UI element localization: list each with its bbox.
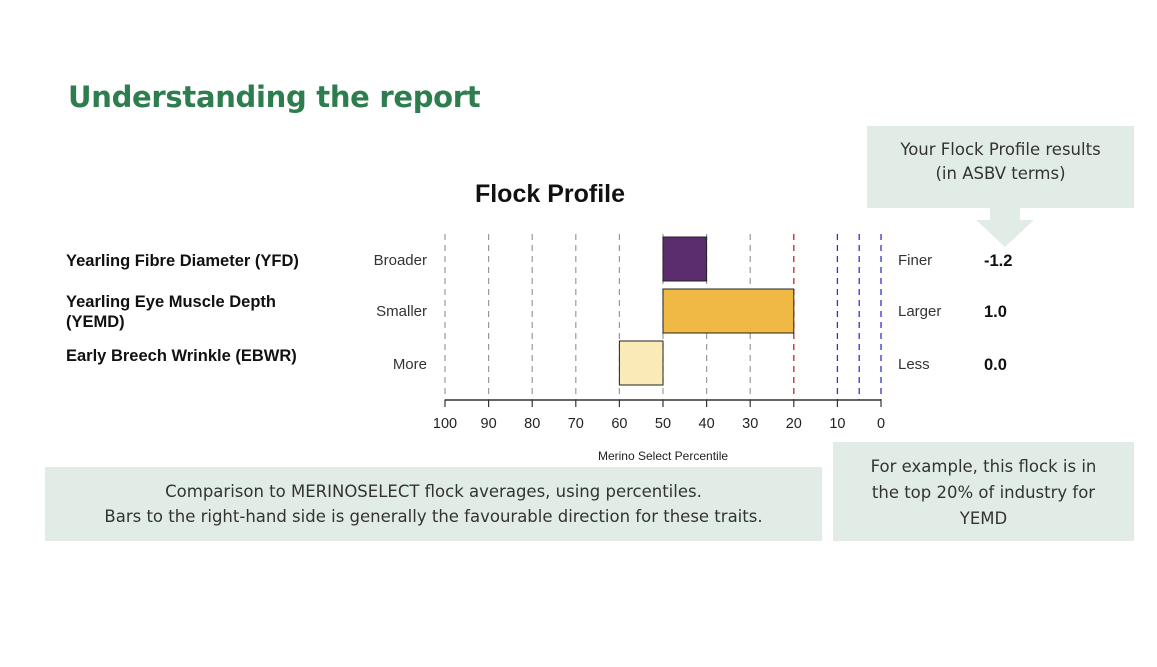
chart-title: Flock Profile xyxy=(474,180,626,208)
trait-label-yemd-line1: Yearling Eye Muscle Depth xyxy=(66,293,276,311)
high-label-ebwr: Less xyxy=(898,356,930,373)
trait-label-yfd: Yearling Fibre Diameter (YFD) xyxy=(66,252,299,270)
bar-yemd xyxy=(662,288,795,334)
example-callout-line1: For example, this flock is in xyxy=(870,457,1097,476)
bar-yfd xyxy=(662,236,708,282)
x-tick-label-80: 80 xyxy=(524,416,540,432)
high-label-yemd: Larger xyxy=(898,303,942,320)
low-label-ebwr: More xyxy=(392,356,427,373)
x-axis: 100 90 80 70 60 50 40 30 20 10 0 xyxy=(433,399,885,432)
value-yfd: -1.2 xyxy=(984,252,1013,270)
comparison-callout-line2: Bars to the right-hand side is generally… xyxy=(104,507,763,526)
results-callout: Your Flock Profile results (in ASBV term… xyxy=(867,126,1134,208)
x-tick-label-20: 20 xyxy=(786,416,802,432)
x-tick-label-0: 0 xyxy=(877,416,885,432)
comparison-callout-line1: Comparison to MERINOSELECT flock average… xyxy=(165,482,702,501)
x-tick-label-10: 10 xyxy=(829,416,845,432)
example-callout-line3: YEMD xyxy=(959,509,1008,528)
x-tick-label-100: 100 xyxy=(433,416,457,432)
x-tick-label-50: 50 xyxy=(655,416,671,432)
x-tick-label-40: 40 xyxy=(699,416,715,432)
value-yemd: 1.0 xyxy=(984,303,1007,321)
trait-label-ebwr: Early Breech Wrinkle (EBWR) xyxy=(66,347,297,365)
x-tick-label-70: 70 xyxy=(568,416,584,432)
x-tick-label-90: 90 xyxy=(481,416,497,432)
results-callout-line1: Your Flock Profile results xyxy=(900,140,1101,159)
x-tick-label-60: 60 xyxy=(611,416,627,432)
trait-label-yemd-line2: (YEMD) xyxy=(66,313,125,331)
comparison-callout: Comparison to MERINOSELECT flock average… xyxy=(45,467,822,541)
trait-label-yemd: Yearling Eye Muscle Depth (YEMD) xyxy=(66,292,276,332)
example-callout-line2: the top 20% of industry for xyxy=(871,483,1096,502)
x-axis-label: Merino Select Percentile xyxy=(598,449,728,463)
high-label-yfd: Finer xyxy=(898,252,933,269)
bar-ebwr xyxy=(618,340,664,386)
page-title: Understanding the report xyxy=(68,80,481,114)
results-callout-line2: (in ASBV terms) xyxy=(935,164,1066,183)
x-tick-label-30: 30 xyxy=(742,416,758,432)
low-label-yfd: Broader xyxy=(373,252,427,269)
low-label-yemd: Smaller xyxy=(376,303,427,320)
example-callout: For example, this flock is in the top 20… xyxy=(833,442,1134,541)
bars xyxy=(618,236,795,386)
value-ebwr: 0.0 xyxy=(984,356,1007,374)
